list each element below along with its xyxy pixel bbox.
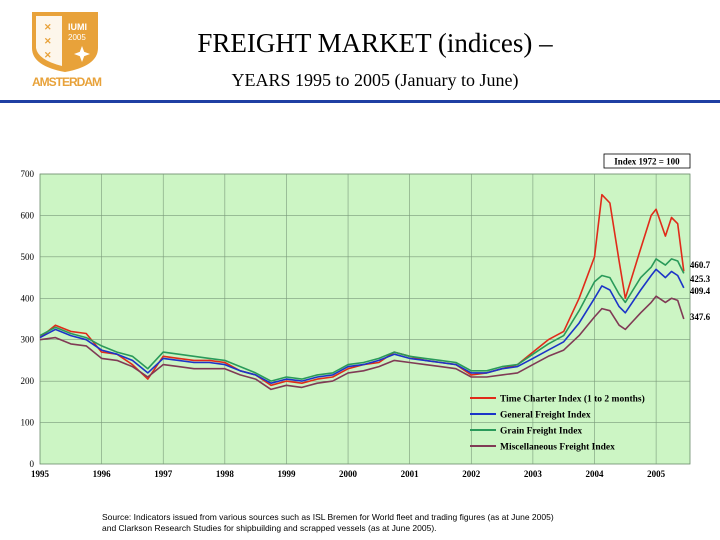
page-title: FREIGHT MARKET (indices) – bbox=[197, 28, 553, 58]
y-tick-label-0: 0 bbox=[30, 459, 35, 469]
end-label-4: 347.6 bbox=[690, 312, 711, 322]
grid-lines bbox=[40, 173, 690, 464]
x-tick-label-2000: 2000 bbox=[339, 469, 358, 479]
series-line-4 bbox=[39, 295, 685, 391]
series-line-2 bbox=[39, 268, 685, 385]
x-tick-label-2005: 2005 bbox=[647, 469, 666, 479]
y-tick-label-200: 200 bbox=[21, 376, 35, 386]
y-tick-label-400: 400 bbox=[21, 293, 35, 303]
series-lines bbox=[39, 193, 685, 391]
axis-labels: 0 100 200 300 400 500 600 700 1995 1996 1997 1998 19… bbox=[21, 169, 666, 479]
x-tick-label-1997: 1997 bbox=[154, 469, 173, 479]
x-tick-label-1999: 1999 bbox=[277, 469, 296, 479]
freight-chart: 0 100 200 300 400 500 600 700 1995 1996 1997 1998 19… bbox=[6, 106, 714, 526]
end-label-2: 425.3 bbox=[690, 274, 711, 284]
logo-city-text: AMSTERDAM bbox=[32, 75, 102, 89]
y-tick-label-300: 300 bbox=[21, 335, 35, 345]
y-tick-label-100: 100 bbox=[21, 418, 35, 428]
index-note-box: Index 1972 = 100 bbox=[603, 153, 691, 169]
x-tick-label-2001: 2001 bbox=[401, 469, 420, 479]
source-note: Source: Indicators issued from various s… bbox=[102, 512, 702, 534]
legend-label-3: Grain Freight Index bbox=[500, 427, 582, 437]
header-divider bbox=[0, 100, 720, 103]
legend-label-4: Miscellaneous Freight Index bbox=[500, 443, 615, 453]
x-tick-label-2004: 2004 bbox=[586, 469, 605, 479]
svg-text:IUMI: IUMI bbox=[68, 22, 87, 32]
freight-chart-svg: 0 100 200 300 400 500 600 700 1995 1996 1997 1998 19… bbox=[6, 106, 714, 526]
page-subtitle: YEARS 1995 to 2005 (January to June) bbox=[231, 70, 519, 90]
x-tick-label-2003: 2003 bbox=[524, 469, 543, 479]
svg-text:✕: ✕ bbox=[44, 50, 52, 60]
y-tick-label-500: 500 bbox=[21, 252, 35, 262]
x-tick-label-1998: 1998 bbox=[216, 469, 235, 479]
end-label-1: 460.7 bbox=[690, 260, 711, 270]
series-line-3 bbox=[39, 258, 685, 382]
end-value-labels: 460.7 425.3 409.4 347.6 bbox=[690, 260, 711, 322]
x-tick-label-2002: 2002 bbox=[462, 469, 481, 479]
x-tick-label-1995: 1995 bbox=[31, 469, 50, 479]
amsterdam-logo: ✕ ✕ ✕ IUMI 2005 AMSTERDAM bbox=[32, 12, 102, 89]
source-line-1: Source: Indicators issued from various s… bbox=[102, 512, 554, 522]
chart-legend: Time Charter Index (1 to 2 months) Genera… bbox=[470, 394, 645, 453]
svg-text:✕: ✕ bbox=[44, 22, 52, 32]
svg-text:2005: 2005 bbox=[68, 33, 86, 42]
svg-text:✕: ✕ bbox=[44, 36, 52, 46]
legend-label-1: Time Charter Index (1 to 2 months) bbox=[500, 394, 645, 405]
source-line-2: and Clarkson Research Studies for shipbu… bbox=[102, 523, 437, 533]
y-tick-label-700: 700 bbox=[21, 169, 35, 179]
legend-label-2: General Freight Index bbox=[500, 411, 591, 421]
end-label-3: 409.4 bbox=[690, 286, 711, 296]
y-tick-label-600: 600 bbox=[21, 210, 35, 220]
x-tick-label-1996: 1996 bbox=[93, 469, 112, 479]
index-note-text: Index 1972 = 100 bbox=[614, 157, 680, 167]
logo-emblem: ✕ ✕ ✕ IUMI 2005 bbox=[32, 12, 98, 72]
